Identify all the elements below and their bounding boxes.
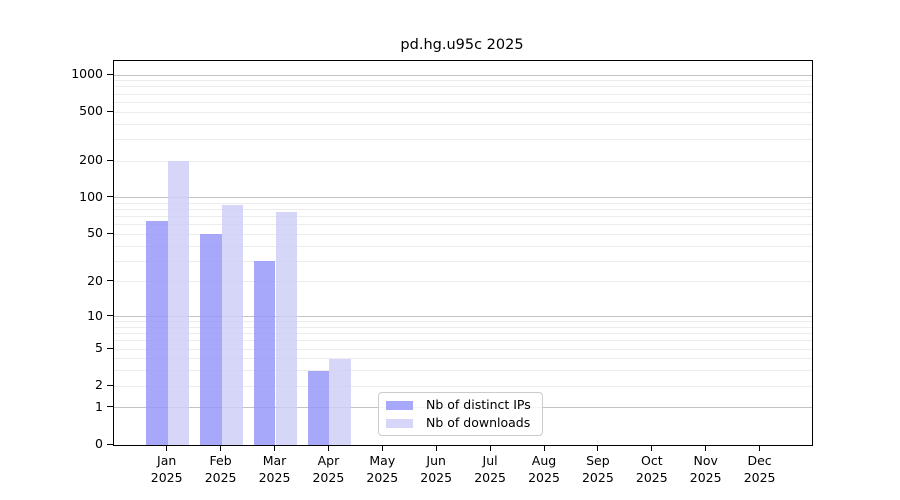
x-tick-label: Dec 2025: [743, 453, 776, 485]
gridline-minor: [114, 224, 812, 226]
gridline-minor: [114, 80, 812, 82]
x-tick: [274, 446, 275, 451]
legend-label-downloads: Nb of downloads: [426, 415, 531, 430]
x-tick: [327, 446, 329, 451]
x-tick-label: Feb 2025: [204, 453, 237, 485]
gridline-minor: [114, 260, 812, 262]
x-tick: [597, 446, 599, 451]
x-tick: [435, 446, 437, 451]
y-tick-label: 200: [79, 152, 103, 167]
plot-area: [113, 60, 813, 446]
y-tick: [107, 159, 113, 161]
y-tick: [107, 315, 113, 317]
y-tick-label: 0: [95, 436, 103, 451]
gridline-major: [114, 316, 812, 318]
y-tick-label: 500: [79, 103, 103, 119]
gridline-minor: [114, 209, 812, 211]
x-tick-label: Mar 2025: [258, 453, 291, 485]
y-tick-label: 5: [95, 340, 103, 356]
gridline-major: [114, 197, 812, 199]
gridline-minor: [114, 160, 812, 162]
legend-swatch-distinct-ips: [386, 400, 413, 410]
y-tick-label: 1000: [71, 66, 103, 82]
gridline-minor: [114, 101, 812, 103]
gridline-minor: [114, 245, 812, 247]
legend-swatch-downloads: [386, 418, 413, 428]
y-tick-label: 50: [87, 225, 103, 241]
bar-downloads: [221, 204, 244, 445]
gridline-minor: [114, 281, 812, 283]
x-tick: [381, 446, 383, 451]
bar-distinct-ips: [145, 220, 168, 445]
y-tick: [107, 406, 113, 408]
y-tick: [107, 347, 113, 349]
x-tick: [651, 446, 653, 451]
gridline-major: [114, 74, 812, 76]
bar-distinct-ips: [199, 234, 222, 445]
legend-item-distinct-ips: Nb of distinct IPs: [386, 398, 534, 412]
y-tick: [107, 384, 113, 386]
bar-distinct-ips: [253, 261, 276, 445]
x-tick-label: Aug 2025: [528, 453, 560, 485]
gridline-minor: [114, 111, 812, 113]
bar-downloads: [275, 211, 298, 445]
y-tick-label: 10: [87, 307, 103, 323]
gridline-minor: [114, 385, 812, 387]
y-tick: [107, 110, 113, 112]
chart-title: pd.hg.u95c 2025: [400, 37, 524, 53]
gridline-minor: [114, 233, 812, 235]
gridline-minor: [114, 138, 812, 140]
gridline-minor: [114, 93, 812, 95]
gridline-minor: [114, 333, 812, 335]
gridline-minor: [114, 358, 812, 360]
y-tick-label: 20: [87, 272, 103, 288]
gridline-minor: [114, 326, 812, 328]
gridline-minor: [114, 321, 812, 323]
gridline-minor: [114, 216, 812, 218]
y-tick: [107, 196, 113, 198]
bar-downloads: [167, 161, 190, 445]
x-tick-label: Jul 2025: [474, 453, 506, 485]
x-tick-label: Oct 2025: [635, 453, 668, 485]
x-tick: [166, 446, 168, 451]
x-tick: [543, 446, 545, 451]
y-tick: [107, 280, 113, 282]
y-tick-label: 1: [95, 398, 103, 414]
y-tick-label: 100: [79, 188, 103, 204]
x-tick: [489, 446, 491, 451]
y-tick: [107, 73, 113, 75]
gridline-minor: [114, 86, 812, 88]
legend-label-distinct-ips: Nb of distinct IPs: [426, 397, 531, 412]
x-tick-label: Nov 2025: [689, 453, 722, 485]
x-tick-label: Sep 2025: [581, 453, 614, 485]
y-tick-label: 2: [95, 377, 103, 393]
x-tick: [705, 446, 707, 451]
bar-distinct-ips: [307, 370, 330, 445]
x-tick-label: Jun 2025: [420, 453, 453, 485]
x-tick-label: Apr 2025: [312, 453, 345, 485]
bar-downloads: [329, 358, 352, 445]
gridline-minor: [114, 202, 812, 204]
gridline-minor: [114, 370, 812, 372]
y-tick: [107, 443, 113, 445]
legend-item-downloads: Nb of downloads: [386, 416, 534, 430]
gridline-minor: [114, 123, 812, 125]
y-tick: [107, 232, 113, 234]
x-tick-label: Jan 2025: [150, 453, 183, 485]
x-tick: [220, 446, 222, 451]
x-tick: [759, 446, 761, 451]
x-tick-label: May 2025: [366, 453, 399, 485]
gridline-minor: [114, 340, 812, 342]
gridline-minor: [114, 348, 812, 350]
legend: Nb of distinct IPs Nb of downloads: [378, 392, 543, 436]
